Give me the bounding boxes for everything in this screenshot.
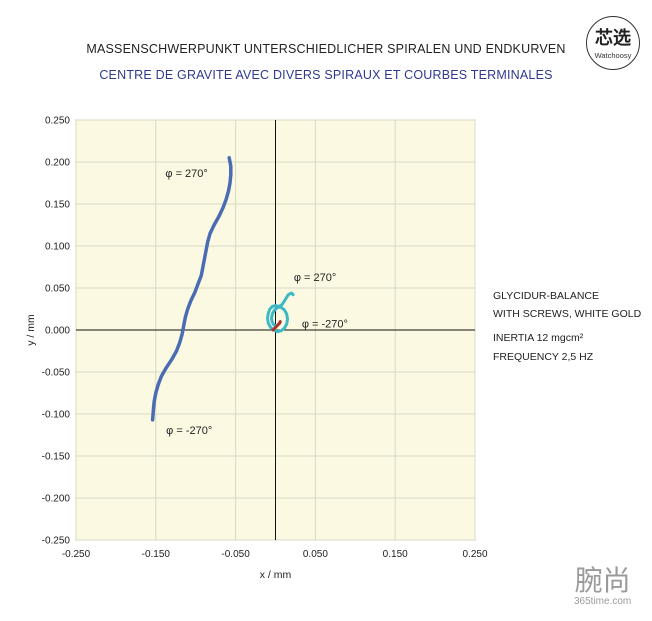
phi-annotation: φ = 270°	[165, 168, 207, 180]
phi-annotation: φ = -270°	[302, 318, 348, 330]
tick-labels: -0.250 -0.150 -0.050 0.050 0.150 0.250 0.250 0.…	[42, 116, 488, 561]
y-tick-label: -0.100	[42, 410, 71, 421]
x-axis-label: x / mm	[260, 569, 292, 581]
x-tick-label: -0.250	[62, 549, 91, 560]
x-tick-label: 0.250	[462, 549, 487, 560]
logo-text-en: Watchoosy	[594, 51, 632, 60]
x-tick-label: -0.150	[142, 549, 171, 560]
y-tick-label: 0.200	[45, 158, 70, 169]
inertia-note: INERTIA 12 mgcm²	[493, 332, 584, 344]
y-tick-label: -0.150	[42, 452, 71, 463]
phi-annotation: φ = -270°	[166, 425, 212, 437]
series-line-1	[150, 156, 233, 422]
y-tick-label: -0.200	[42, 494, 71, 505]
chart-title-fr: CENTRE DE GRAVITE AVEC DIVERS SPIRAUX ET…	[99, 68, 553, 82]
y-tick-label: 0.000	[45, 326, 70, 337]
y-tick-label: 0.050	[45, 284, 70, 295]
x-tick-label: 0.050	[303, 549, 328, 560]
y-axis-label: y / mm	[25, 314, 37, 346]
balance-material-note: WITH SCREWS, WHITE GOLD	[493, 308, 642, 320]
watchoosy-logo: 芯选 Watchoosy	[586, 16, 640, 70]
y-tick-label: -0.250	[42, 536, 71, 547]
y-tick-label: 0.150	[45, 200, 70, 211]
watermark: 腕尚 365time.com	[574, 564, 632, 608]
frequency-note: FREQUENCY 2,5 HZ	[493, 351, 594, 363]
data-series	[150, 156, 295, 422]
series-line-2	[266, 291, 295, 334]
phi-annotation: φ = 270°	[294, 272, 336, 284]
y-tick-label: 0.250	[45, 116, 70, 127]
x-tick-label: -0.050	[221, 549, 250, 560]
watermark-text-cn: 腕尚	[574, 564, 631, 597]
x-tick-label: 0.150	[383, 549, 408, 560]
y-tick-label: -0.050	[42, 368, 71, 379]
y-tick-label: 0.100	[45, 242, 70, 253]
annotations: φ = 270° φ = 270° φ = -270° φ = -270°	[165, 168, 348, 437]
watermark-text-en: 365time.com	[574, 596, 632, 607]
chart-title-de: MASSENSCHWERPUNKT UNTERSCHIEDLICHER SPIR…	[86, 42, 566, 56]
balance-type-note: GLYCIDUR-BALANCE	[493, 290, 599, 302]
logo-text-cn: 芯选	[595, 28, 631, 49]
series-line-3	[271, 320, 282, 332]
